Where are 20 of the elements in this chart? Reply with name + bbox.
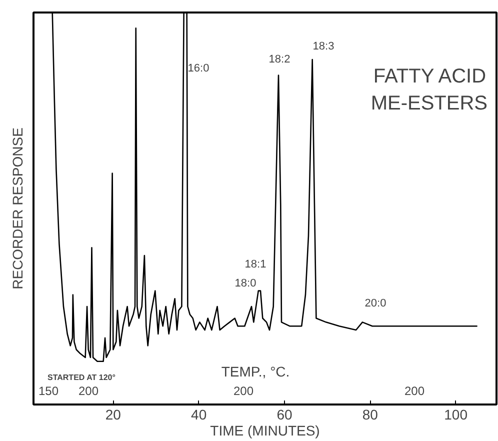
y-axis-title: RECORDER RESPONSE: [10, 128, 26, 290]
annotation: STARTED AT 120°: [48, 373, 116, 382]
annotation: 200: [233, 384, 254, 398]
annotation: 16:0: [188, 62, 210, 74]
x-tick-label: 20: [105, 406, 122, 422]
annotation: 18:2: [268, 54, 290, 66]
annotation: 20:0: [364, 298, 386, 310]
annotation: 200: [404, 384, 425, 398]
annotation: 18:1: [244, 258, 266, 270]
x-tick-label: 80: [362, 406, 378, 422]
text: FATTY ACID ME-ESTERS: [370, 66, 488, 114]
x-tick-label: 60: [276, 406, 292, 422]
x-tick-label: 40: [191, 406, 207, 422]
annotation: 18:0: [234, 278, 256, 290]
x-tick-label: 100: [444, 406, 468, 422]
annotation: 200: [78, 384, 99, 398]
x-axis-title: TIME (MINUTES): [210, 422, 320, 438]
annotation: 150: [38, 384, 59, 398]
annotation: 18:3: [312, 40, 334, 52]
annotation: TEMP., °C.: [221, 364, 290, 380]
